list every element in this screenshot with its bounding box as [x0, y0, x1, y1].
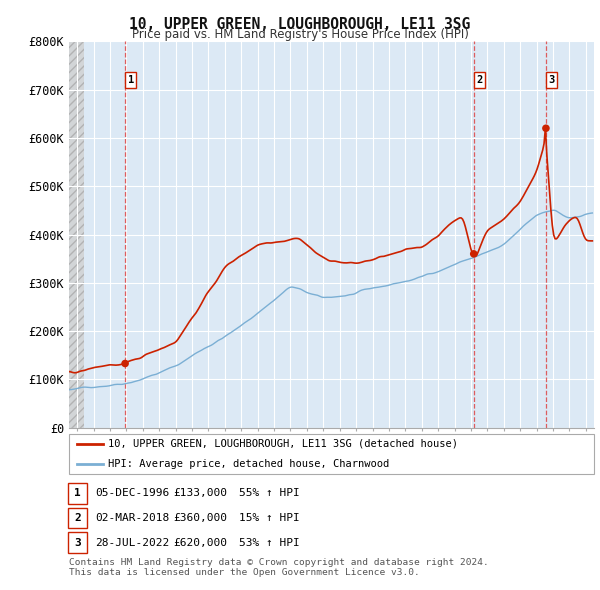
Text: 2: 2 [74, 513, 81, 523]
Text: 1: 1 [128, 75, 134, 85]
Point [541, 123, 551, 133]
Text: 3: 3 [548, 75, 554, 85]
Text: 10, UPPER GREEN, LOUGHBOROUGH, LE11 3SG: 10, UPPER GREEN, LOUGHBOROUGH, LE11 3SG [130, 17, 470, 31]
Text: 28-JUL-2022: 28-JUL-2022 [95, 538, 169, 548]
Text: 3: 3 [74, 538, 81, 548]
Text: £360,000: £360,000 [173, 513, 227, 523]
Text: £620,000: £620,000 [173, 538, 227, 548]
Text: Price paid vs. HM Land Registry's House Price Index (HPI): Price paid vs. HM Land Registry's House … [131, 28, 469, 41]
Text: 05-DEC-1996: 05-DEC-1996 [95, 489, 169, 498]
FancyBboxPatch shape [69, 434, 594, 474]
Point [469, 249, 479, 258]
Text: HPI: Average price, detached house, Charnwood: HPI: Average price, detached house, Char… [109, 459, 389, 468]
Text: 15% ↑ HPI: 15% ↑ HPI [239, 513, 299, 523]
Text: Contains HM Land Registry data © Crown copyright and database right 2024.
This d: Contains HM Land Registry data © Crown c… [69, 558, 489, 577]
Text: £133,000: £133,000 [173, 489, 227, 498]
Text: 1: 1 [74, 489, 81, 498]
Text: 2: 2 [476, 75, 482, 85]
Text: 10, UPPER GREEN, LOUGHBOROUGH, LE11 3SG (detached house): 10, UPPER GREEN, LOUGHBOROUGH, LE11 3SG … [109, 439, 458, 448]
Point [121, 359, 130, 368]
Text: 53% ↑ HPI: 53% ↑ HPI [239, 538, 299, 548]
Text: 02-MAR-2018: 02-MAR-2018 [95, 513, 169, 523]
Text: 55% ↑ HPI: 55% ↑ HPI [239, 489, 299, 498]
Bar [69, 41, 84, 428]
